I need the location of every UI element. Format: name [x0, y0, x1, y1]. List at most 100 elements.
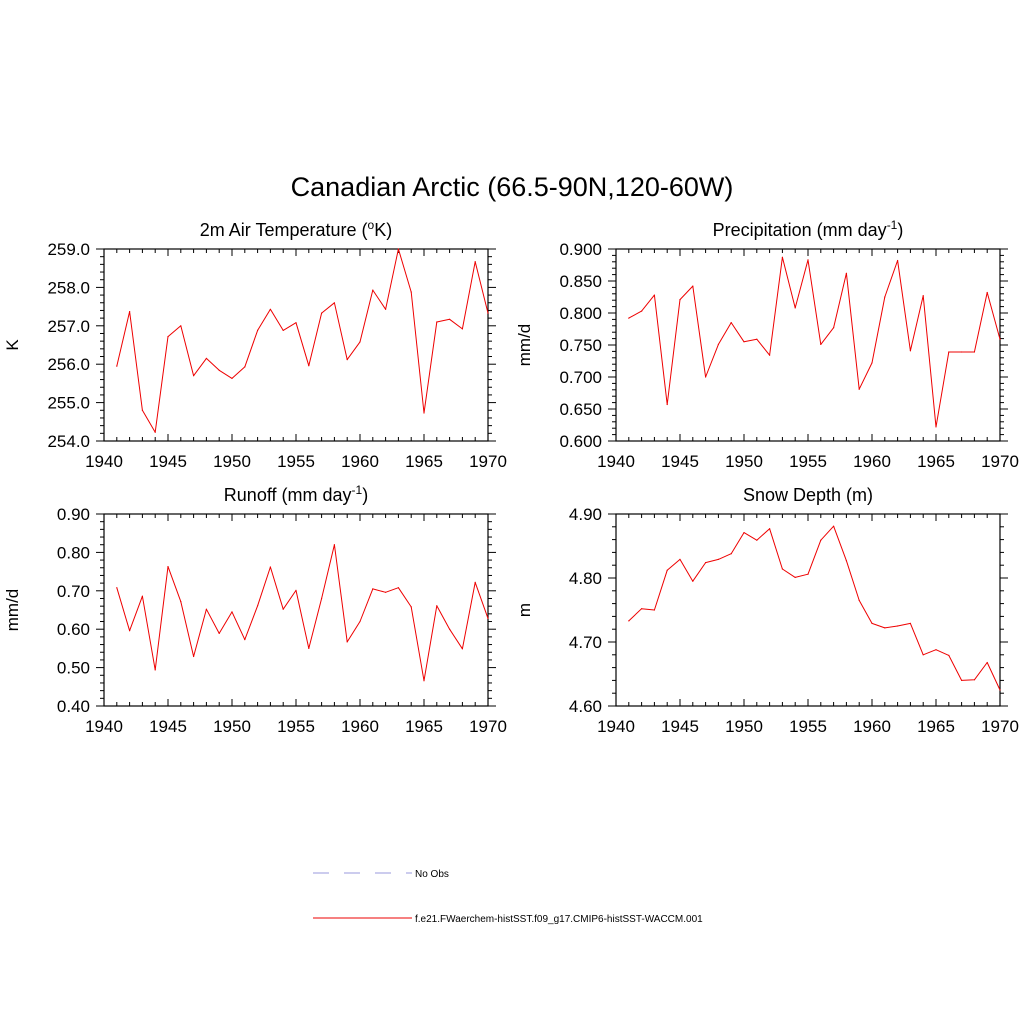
plot-frame: [615, 248, 1001, 442]
data-point: [935, 426, 937, 428]
x-tick-label: 1945: [661, 717, 699, 736]
y-tick-label: 4.90: [569, 505, 602, 524]
data-point: [845, 560, 848, 562]
data-point: [730, 322, 732, 324]
series-line: [628, 256, 1001, 428]
x-tick-label: 1965: [917, 452, 955, 471]
data-point: [948, 351, 950, 353]
data-point: [781, 256, 784, 258]
x-tick-label: 1970: [981, 452, 1019, 471]
data-point: [269, 566, 271, 568]
y-tick-label: 4.80: [569, 569, 602, 588]
x-tick-label: 1945: [149, 717, 187, 736]
y-tick-label: 0.800: [559, 304, 602, 323]
data-point: [154, 669, 156, 671]
data-point: [858, 388, 860, 390]
y-tick-label: 255.0: [47, 394, 90, 413]
x-tick-label: 1940: [597, 717, 635, 736]
y-tick-label: 0.50: [57, 659, 90, 678]
data-point: [308, 647, 310, 650]
data-point: [410, 291, 412, 293]
x-tick-label: 1955: [789, 452, 827, 471]
data-point: [474, 581, 476, 584]
y-tick-label: 258.0: [47, 278, 90, 297]
y-axis-label: mm/d: [515, 324, 534, 367]
data-point: [449, 628, 451, 630]
data-point: [436, 321, 438, 323]
x-tick-label: 1955: [277, 452, 315, 471]
series-line: [116, 544, 489, 682]
data-point: [973, 679, 976, 681]
data-point: [295, 322, 297, 324]
panel-title: 2m Air Temperature (oK): [200, 218, 392, 240]
data-point: [282, 608, 284, 610]
y-axis-label: m: [515, 603, 534, 617]
y-tick-label: 0.70: [57, 582, 90, 601]
data-point: [973, 351, 976, 353]
data-point: [871, 622, 873, 625]
data-point: [193, 375, 195, 377]
x-tick-label: 1955: [277, 717, 315, 736]
data-point: [385, 308, 387, 310]
data-point: [897, 259, 899, 262]
x-tick-label: 1960: [341, 717, 379, 736]
data-point: [461, 328, 463, 330]
x-tick-label: 1945: [661, 452, 699, 471]
data-point: [769, 354, 771, 356]
data-point: [743, 532, 745, 534]
x-tick-label: 1970: [469, 452, 507, 471]
data-point: [423, 680, 425, 682]
data-point: [833, 525, 835, 527]
x-tick-label: 1955: [789, 717, 827, 736]
data-point: [756, 338, 758, 340]
data-point: [692, 580, 694, 582]
y-tick-label: 254.0: [47, 432, 90, 451]
data-point: [244, 639, 246, 641]
data-point: [884, 296, 886, 298]
data-point: [461, 648, 463, 650]
data-point: [116, 587, 118, 589]
data-point: [346, 359, 348, 361]
x-tick-label: 1950: [213, 717, 251, 736]
series-line: [116, 248, 489, 433]
data-point: [129, 311, 131, 313]
x-tick-label: 1950: [725, 717, 763, 736]
data-point: [628, 317, 630, 319]
data-point: [218, 632, 220, 635]
data-point: [922, 654, 924, 656]
data-point: [423, 412, 425, 414]
y-axis-label: mm/d: [3, 589, 22, 632]
panel-title: Precipitation (mm day-1): [713, 218, 904, 240]
data-point: [730, 553, 732, 555]
data-point: [257, 329, 259, 331]
data-point: [756, 539, 758, 541]
data-point: [397, 587, 399, 589]
data-point: [346, 641, 348, 643]
data-point: [705, 376, 707, 378]
data-point: [986, 661, 988, 664]
data-point: [743, 341, 745, 343]
data-point: [282, 329, 284, 331]
panels: 2m Air Temperature (oK) K 1940 1945 1950 1955…: [3, 218, 1019, 736]
y-tick-label: 256.0: [47, 355, 90, 374]
data-point: [820, 343, 822, 345]
x-tick-label: 1945: [149, 452, 187, 471]
plot-frame: [615, 513, 1001, 707]
data-point: [833, 327, 835, 329]
y-tick-label: 259.0: [47, 240, 90, 259]
data-point: [487, 617, 489, 620]
y-tick-label: 4.70: [569, 633, 602, 652]
y-tick-label: 0.750: [559, 336, 602, 355]
data-point: [679, 299, 681, 301]
y-axis-label: K: [3, 339, 22, 351]
x-tick-label: 1940: [85, 452, 123, 471]
data-point: [205, 357, 207, 359]
data-point: [308, 365, 310, 367]
y-tick-label: 0.700: [559, 368, 602, 387]
y-tick-label: 0.900: [559, 240, 602, 259]
y-tick-label: 0.650: [559, 400, 602, 419]
x-tick-label: 1960: [853, 717, 891, 736]
data-point: [781, 568, 784, 570]
data-point: [986, 291, 988, 294]
